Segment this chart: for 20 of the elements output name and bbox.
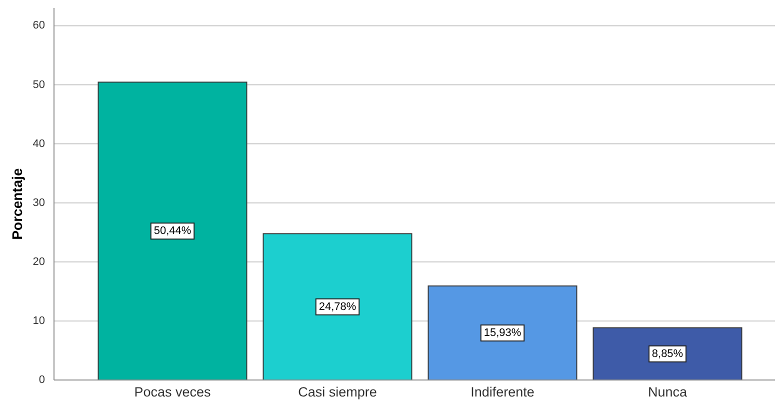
- x-tick-label: Casi siempre: [298, 384, 377, 400]
- y-tick-label: 30: [32, 196, 45, 209]
- data-label: 50,44%: [154, 225, 192, 238]
- x-tick-label: Indiferente: [470, 384, 534, 400]
- y-tick-label: 40: [32, 138, 45, 150]
- y-tick-label: 10: [32, 314, 45, 327]
- x-tick-label: Pocas veces: [134, 384, 212, 400]
- y-tick-label: 60: [32, 20, 45, 32]
- y-tick-label: 50: [32, 78, 45, 91]
- data-label: 24,78%: [318, 300, 356, 313]
- y-axis-title: Porcentaje: [9, 168, 25, 240]
- data-label: 8,85%: [652, 348, 684, 360]
- bar: [428, 285, 578, 380]
- x-tick-label: Nunca: [648, 384, 688, 400]
- y-tick-label: 20: [32, 256, 45, 268]
- bar: [262, 233, 412, 380]
- bar: [98, 82, 248, 380]
- bar: [592, 327, 742, 380]
- data-label: 15,93%: [484, 326, 522, 339]
- y-tick-label: 0: [38, 374, 45, 386]
